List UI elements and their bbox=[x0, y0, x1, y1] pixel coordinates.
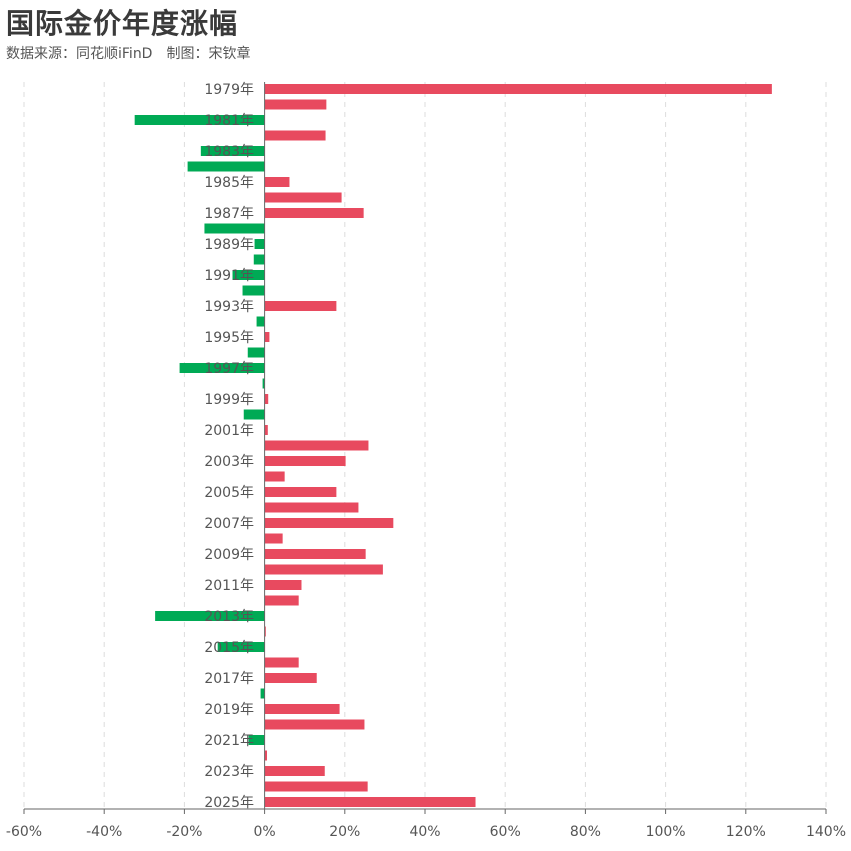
bar-2014年 bbox=[264, 626, 266, 637]
x-tick-label: 40% bbox=[409, 824, 440, 840]
x-tick-label: 20% bbox=[329, 824, 360, 840]
bar-2002年 bbox=[264, 440, 369, 451]
category-label: 2023年 bbox=[204, 764, 254, 780]
bar-2020年 bbox=[264, 719, 365, 730]
bar-1990年 bbox=[253, 254, 265, 265]
category-label: 1993年 bbox=[204, 299, 254, 315]
x-tick-label: -20% bbox=[166, 824, 202, 840]
bar-2000年 bbox=[243, 409, 265, 420]
x-tick-label: 120% bbox=[726, 824, 766, 840]
x-tick-label: 0% bbox=[253, 824, 275, 840]
bar-1983年 bbox=[200, 146, 265, 156]
bar-1988年 bbox=[204, 223, 265, 234]
bar-1982年 bbox=[264, 130, 326, 141]
bar-2024年 bbox=[264, 781, 368, 792]
x-tick-label: 80% bbox=[570, 824, 601, 840]
chart-subtitle: 数据来源：同花顺iFinD 制图：宋钦章 bbox=[6, 46, 251, 62]
bar-2022年 bbox=[264, 750, 268, 761]
bar-1993年 bbox=[264, 301, 337, 311]
category-label: 1987年 bbox=[204, 206, 254, 222]
bar-1994年 bbox=[256, 316, 265, 327]
x-tick-label: -60% bbox=[6, 824, 42, 840]
category-label: 2003年 bbox=[204, 454, 254, 470]
category-label: 2025年 bbox=[204, 795, 254, 811]
x-tick-label: 140% bbox=[806, 824, 846, 840]
bar-1989年 bbox=[254, 239, 265, 249]
bar-1984年 bbox=[187, 161, 265, 172]
x-tick-label: 60% bbox=[490, 824, 521, 840]
bar-2011年 bbox=[264, 580, 302, 590]
bar-2005年 bbox=[264, 487, 337, 497]
category-label: 1983年 bbox=[204, 144, 254, 160]
category-label: 2021年 bbox=[204, 733, 254, 749]
bar-1991年 bbox=[232, 270, 265, 280]
bar-2007年 bbox=[264, 518, 394, 528]
bar-1980年 bbox=[264, 99, 327, 110]
x-tick-label: -40% bbox=[86, 824, 122, 840]
category-label: 2007年 bbox=[204, 516, 254, 532]
bar-2016年 bbox=[264, 657, 299, 668]
bar-1987年 bbox=[264, 208, 364, 218]
category-label: 1997年 bbox=[204, 361, 254, 377]
bar-2003年 bbox=[264, 456, 346, 466]
bar-1995年 bbox=[264, 332, 270, 342]
bar-2019年 bbox=[264, 704, 340, 714]
category-label: 1985年 bbox=[204, 175, 254, 191]
category-label: 2013年 bbox=[204, 609, 254, 625]
category-label: 2011年 bbox=[204, 578, 254, 594]
category-label: 2005年 bbox=[204, 485, 254, 501]
category-label: 1989年 bbox=[204, 237, 254, 253]
bar-2021年 bbox=[248, 735, 265, 745]
bar-1996年 bbox=[247, 347, 265, 358]
category-label: 2001年 bbox=[204, 423, 254, 439]
bar-1979年 bbox=[264, 84, 772, 94]
bar-1999年 bbox=[264, 394, 269, 404]
bar-1981年 bbox=[134, 115, 265, 125]
bar-2018年 bbox=[260, 688, 265, 699]
bar-2001年 bbox=[264, 425, 268, 435]
category-label: 2009年 bbox=[204, 547, 254, 563]
bar-1985年 bbox=[264, 177, 290, 187]
category-label: 1979年 bbox=[204, 82, 254, 98]
bar-2010年 bbox=[264, 564, 383, 575]
bar-2013年 bbox=[155, 611, 265, 621]
bar-1997年 bbox=[179, 363, 265, 373]
bar-2023年 bbox=[264, 766, 325, 776]
bar-2009年 bbox=[264, 549, 366, 559]
bar-2006年 bbox=[264, 502, 359, 513]
bar-2015年 bbox=[217, 642, 265, 652]
category-label: 2017年 bbox=[204, 671, 254, 687]
bar-2004年 bbox=[264, 471, 285, 482]
bar-2012年 bbox=[264, 595, 299, 606]
bar-1992年 bbox=[242, 285, 265, 296]
category-label: 1981年 bbox=[204, 113, 254, 129]
bar-2008年 bbox=[264, 533, 283, 544]
category-label: 1991年 bbox=[204, 268, 254, 284]
x-tick-label: 100% bbox=[646, 824, 686, 840]
category-label: 2019年 bbox=[204, 702, 254, 718]
category-label: 1995年 bbox=[204, 330, 254, 346]
bar-1986年 bbox=[264, 192, 342, 203]
category-label: 2015年 bbox=[204, 640, 254, 656]
category-label: 1999年 bbox=[204, 392, 254, 408]
bar-2017年 bbox=[264, 673, 317, 683]
bar-1998年 bbox=[262, 378, 265, 389]
bar-2025年 bbox=[264, 797, 476, 807]
chart-title: 国际金价年度涨幅 bbox=[6, 7, 239, 40]
